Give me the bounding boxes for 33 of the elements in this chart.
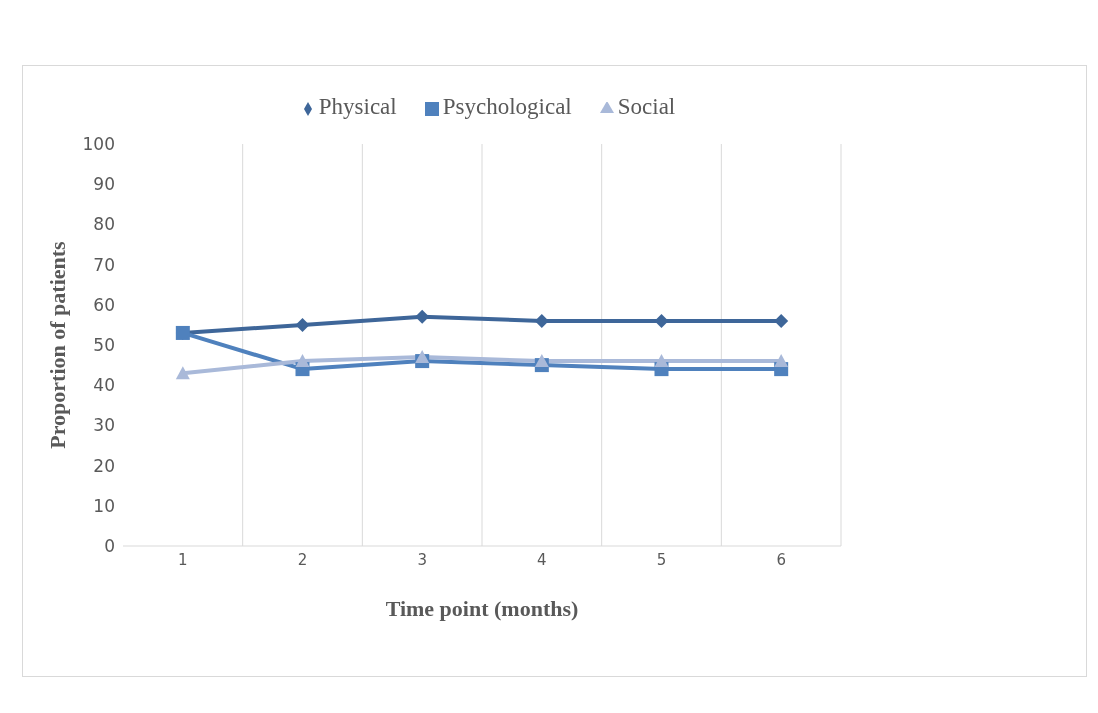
- x-tick-label: 3: [417, 550, 427, 569]
- y-axis-title: Proportion of patients: [44, 240, 70, 449]
- point: [774, 313, 789, 328]
- point: [175, 366, 190, 380]
- point: [295, 317, 310, 332]
- y-tick-label: 30: [93, 415, 115, 436]
- point: [295, 354, 310, 368]
- point: [415, 309, 430, 324]
- y-tick-label: 60: [93, 294, 115, 315]
- y-tick-label: 50: [93, 335, 115, 356]
- y-tick-label: 10: [93, 495, 115, 516]
- y-tick-label: 80: [93, 214, 115, 235]
- point: [534, 313, 549, 328]
- y-tick-label: 100: [82, 134, 115, 155]
- x-tick-label: 4: [537, 550, 547, 569]
- x-axis-title: Time point (months): [385, 596, 579, 621]
- point: [654, 354, 669, 368]
- legend-label: Social: [617, 94, 676, 119]
- legend-label: Psychological: [442, 94, 572, 119]
- y-tick-label: 70: [93, 254, 115, 275]
- y-tick-label: 90: [93, 174, 115, 195]
- x-tick-label: 1: [178, 550, 188, 569]
- point: [534, 354, 549, 368]
- x-tick-label: 5: [656, 550, 667, 569]
- point: [654, 313, 669, 328]
- x-tick-label: 6: [776, 550, 786, 569]
- y-tick-label: 20: [93, 455, 115, 476]
- point: [774, 354, 789, 368]
- x-tick-label: 2: [297, 550, 308, 569]
- y-tick-label: 0: [104, 536, 115, 557]
- y-tick-label: 40: [93, 375, 115, 396]
- point: [415, 350, 430, 364]
- legend-label: Physical: [318, 94, 397, 119]
